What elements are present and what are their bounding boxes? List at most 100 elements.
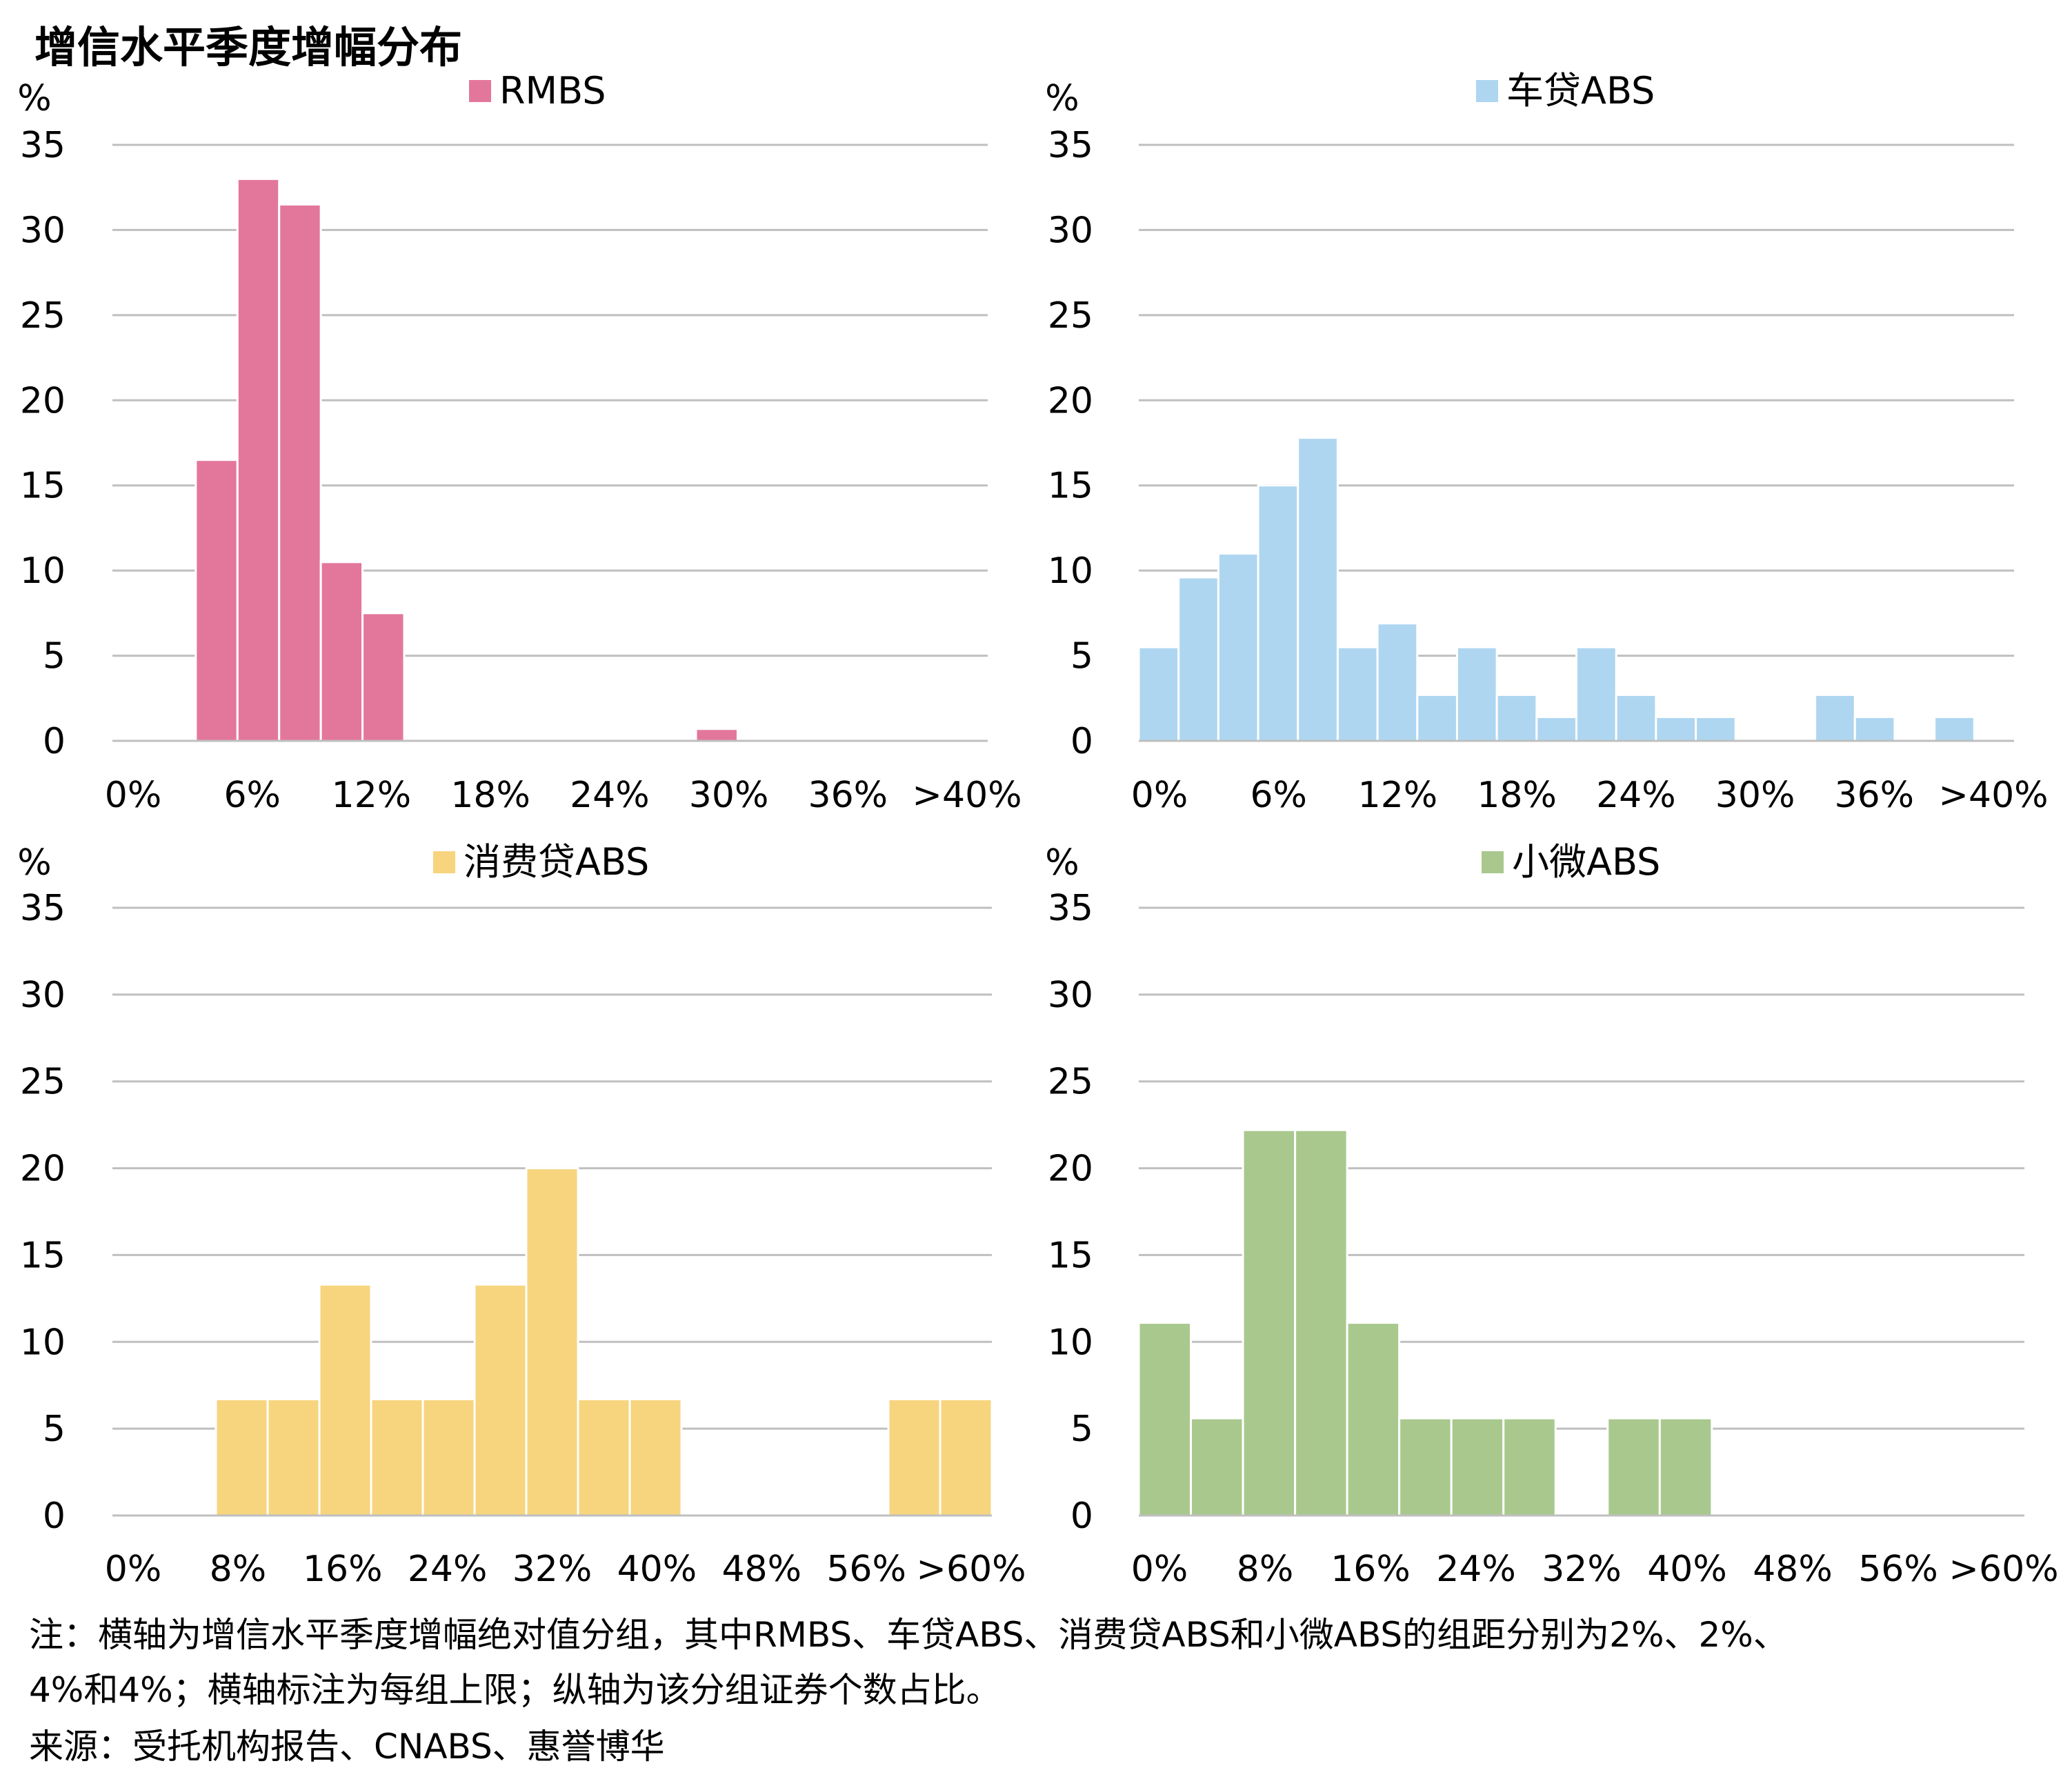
histogram-bar — [1242, 1129, 1297, 1517]
y-tick-label: 15 — [1048, 466, 1093, 507]
histogram-bar — [1217, 552, 1259, 742]
legend-label: 车贷ABS — [1506, 69, 1655, 112]
y-tick-label: 20 — [1048, 1149, 1093, 1190]
x-tick-label: 32% — [1542, 1549, 1622, 1587]
y-tick-label: 30 — [20, 975, 66, 1016]
histogram-bar — [1376, 622, 1419, 742]
histogram-bar — [1502, 1417, 1557, 1517]
x-tick-label: >40% — [912, 775, 1022, 816]
histogram-bar — [1177, 576, 1219, 742]
x-tick-label: 32% — [512, 1549, 592, 1587]
y-tick-label: 30 — [20, 210, 66, 251]
y-tick-label: 5 — [43, 636, 66, 677]
histogram-bar — [525, 1167, 579, 1517]
footnote-line-1: 注：横轴为增信水平季度增幅绝对值分组，其中RMBS、车贷ABS、消费贷ABS和小… — [29, 1615, 1788, 1655]
histogram-bar — [1450, 1417, 1505, 1517]
histogram-bar — [195, 459, 239, 742]
x-tick-label: 6% — [223, 775, 281, 816]
y-tick-label: 0 — [1070, 721, 1093, 762]
histogram-bar — [1257, 484, 1299, 742]
histogram-bar — [1398, 1417, 1453, 1517]
y-tick-label: 0 — [1070, 1495, 1093, 1537]
y-tick-label: 20 — [20, 380, 66, 421]
histogram-bar — [318, 1283, 372, 1517]
x-tick-label: 18% — [1477, 775, 1557, 816]
histogram-bar — [1190, 1417, 1244, 1517]
histogram-bar — [628, 1398, 683, 1517]
y-tick-label: 35 — [1048, 125, 1093, 166]
x-tick-label: 16% — [1331, 1549, 1411, 1587]
y-tick-label: 15 — [20, 466, 66, 507]
histogram-bar — [1814, 693, 1856, 742]
histogram-bar — [236, 177, 281, 742]
y-unit-label: % — [1045, 78, 1079, 119]
x-tick-label: 24% — [1436, 1549, 1516, 1587]
histogram-bar — [1575, 646, 1617, 742]
histogram-bar — [319, 561, 364, 742]
histogram-bar — [1535, 715, 1577, 742]
y-tick-label: 10 — [1048, 1322, 1093, 1363]
histogram-bar — [1137, 646, 1180, 742]
y-tick-label: 35 — [20, 888, 66, 929]
histogram-bar — [1137, 1322, 1193, 1517]
page-title: 增信水平季度增幅分布 — [34, 22, 463, 72]
y-tick-label: 0 — [43, 1495, 66, 1537]
y-tick-label: 15 — [20, 1235, 66, 1276]
y-tick-label: 20 — [20, 1149, 66, 1190]
y-unit-label: % — [17, 842, 51, 884]
histogram-bar — [1294, 1129, 1348, 1517]
y-tick-label: 5 — [1070, 1409, 1093, 1450]
histogram-bar — [421, 1398, 476, 1517]
histogram-grid: 0 5 10 15 20 25 30 35% RMBS 0% 6% 12% 18% 24% 30% 36% >4… — [17, 69, 2058, 1587]
x-tick-label: 8% — [210, 1549, 267, 1587]
x-tick-label: 40% — [1647, 1549, 1727, 1587]
y-tick-label: 10 — [20, 550, 66, 592]
histogram-bar — [1658, 1417, 1713, 1517]
x-tick-label: 0% — [105, 1549, 162, 1587]
x-tick-label: 6% — [1250, 775, 1307, 816]
histogram-bar — [577, 1398, 631, 1517]
x-tick-label: 56% — [826, 1549, 906, 1587]
x-tick-label: 0% — [1131, 1549, 1188, 1587]
legend-swatch — [1476, 80, 1498, 102]
x-tick-label: 48% — [1753, 1549, 1833, 1587]
x-tick-label: >60% — [1949, 1549, 2058, 1587]
histogram-bar — [278, 203, 322, 742]
x-tick-label: 56% — [1858, 1549, 1938, 1587]
x-tick-label: 48% — [721, 1549, 801, 1587]
x-tick-label: 24% — [408, 1549, 488, 1587]
y-tick-label: 25 — [1048, 295, 1093, 337]
histogram-bar — [939, 1398, 993, 1517]
x-tick-label: 8% — [1237, 1549, 1294, 1587]
histogram-bar — [1655, 715, 1697, 742]
histogram-bar — [1336, 646, 1379, 742]
y-tick-label: 25 — [20, 295, 66, 337]
histogram-bar — [1615, 693, 1657, 742]
histogram-bar — [1695, 715, 1737, 742]
y-tick-label: 0 — [43, 721, 66, 762]
x-tick-label: 0% — [1131, 775, 1188, 816]
legend-label: 小微ABS — [1512, 840, 1660, 884]
x-tick-label: 0% — [105, 775, 162, 816]
y-tick-label: 25 — [20, 1062, 66, 1103]
source-note: 来源：受托机构报告、CNABS、惠誉博华 — [29, 1727, 665, 1767]
x-tick-label: 36% — [1834, 775, 1914, 816]
x-tick-label: >60% — [916, 1549, 1026, 1587]
x-tick-label: 12% — [332, 775, 412, 816]
y-tick-label: 30 — [1048, 975, 1093, 1016]
histogram-bar — [887, 1398, 942, 1517]
y-tick-label: 10 — [20, 1322, 66, 1363]
histogram-bar — [1606, 1417, 1661, 1517]
x-tick-label: >40% — [1938, 775, 2048, 816]
histogram-bar — [695, 728, 739, 742]
x-tick-label: 40% — [617, 1549, 697, 1587]
x-tick-label: 18% — [450, 775, 530, 816]
y-tick-label: 5 — [43, 1409, 66, 1450]
histogram-bar — [1495, 693, 1538, 742]
y-tick-label: 35 — [20, 125, 66, 166]
histogram-bar — [370, 1398, 424, 1517]
y-tick-label: 35 — [1048, 888, 1093, 929]
legend-label: RMBS — [499, 69, 606, 112]
y-tick-label: 25 — [1048, 1062, 1093, 1103]
legend-label: 消费贷ABS — [464, 840, 649, 884]
